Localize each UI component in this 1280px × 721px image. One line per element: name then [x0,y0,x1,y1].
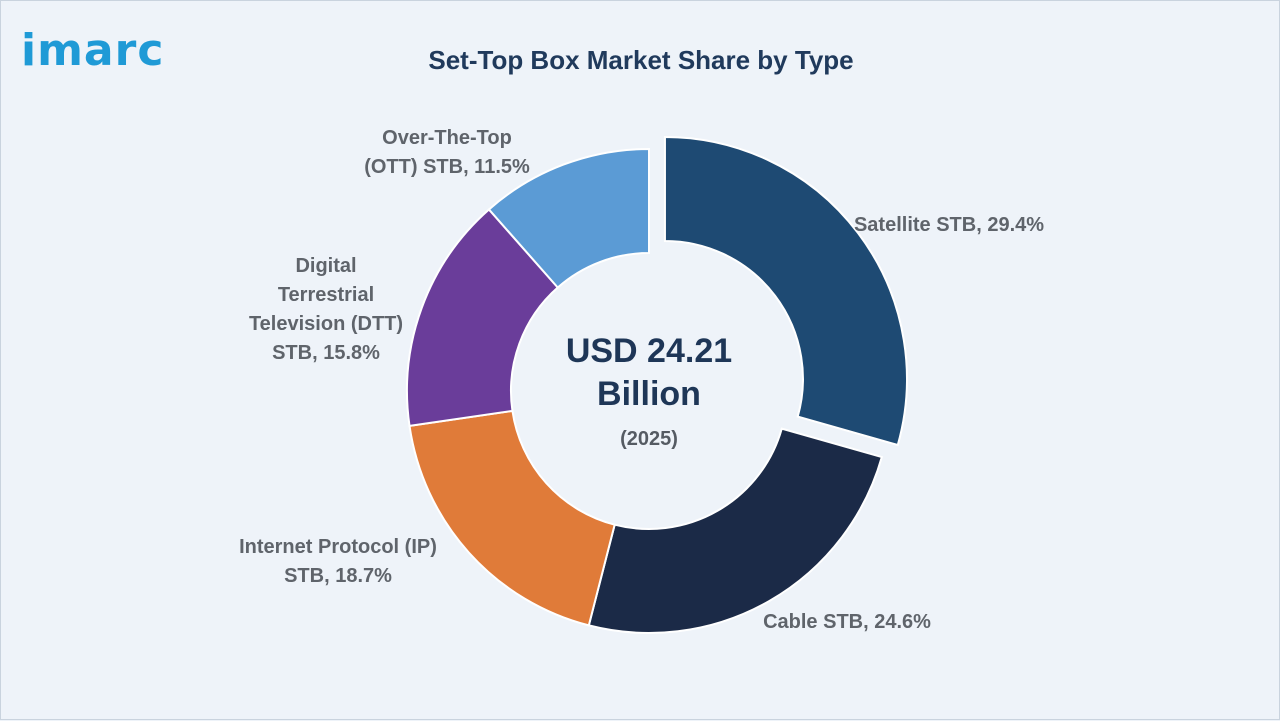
slice-satellite-stb [663,135,908,447]
label-over-the-top-ott-stb: Over-The-Top (OTT) STB, 11.5% [364,127,530,178]
label-satellite-stb: Satellite STB, 29.4% [854,214,1044,236]
donut-slices [406,135,908,634]
imarc-logo: imarc [21,25,165,76]
label-internet-protocol-ip-stb: Internet Protocol (IP) STB, 18.7% [239,536,437,587]
label-digital-terrestrial-television-dtt-stb: Digital Terrestrial Television (DTT) STB, 1… [249,255,403,364]
slice-digital-terrestrial-television-dtt-stb [406,208,560,427]
center-value-line1: USD 24.21 [566,332,732,370]
slice-over-the-top-ott-stb [487,147,650,289]
center-year: (2025) [620,428,678,450]
slice-labels: Satellite STB, 29.4% Cable STB, 24.6% Inte… [239,127,1044,633]
center-value-line2: Billion [597,375,701,413]
slice-internet-protocol-ip-stb [408,409,616,627]
slice-cable-stb [587,427,884,634]
chart-title: Set-Top Box Market Share by Type [428,45,854,75]
label-cable-stb: Cable STB, 24.6% [763,611,931,633]
